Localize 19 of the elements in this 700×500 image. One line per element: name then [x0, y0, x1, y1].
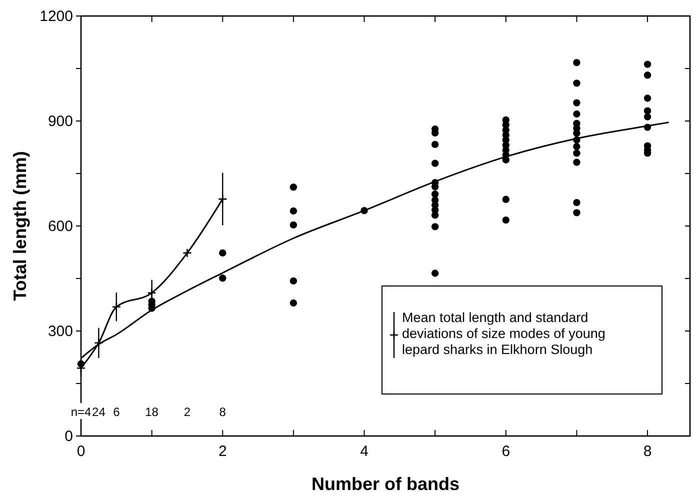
- annotation: n=4: [70, 405, 92, 419]
- x-tick-label: 2: [218, 443, 227, 460]
- x-tick-label: 4: [360, 443, 368, 460]
- y-tick-label: 0: [64, 428, 73, 445]
- annotation: 6: [113, 405, 120, 419]
- annotation: 18: [145, 405, 159, 419]
- annotation: 2: [184, 405, 191, 419]
- y-tick-label: 1200: [40, 8, 73, 25]
- x-tick-label: 8: [643, 443, 652, 460]
- x-tick-label: 6: [502, 443, 510, 460]
- y-tick-label: 600: [48, 218, 73, 235]
- y-tick-label: 300: [48, 323, 73, 340]
- annotation: 8: [219, 405, 226, 419]
- y-tick-label: 900: [48, 113, 73, 130]
- y-axis-title: Total length (mm): [10, 151, 30, 301]
- x-tick-label: 0: [76, 443, 86, 460]
- x-axis-title: Number of bands: [311, 474, 460, 494]
- legend-label: Mean total length and standard deviations of size modes of young lepard sharks in Elkhorn Slough: [402, 310, 606, 357]
- annotation: 24: [92, 405, 106, 419]
